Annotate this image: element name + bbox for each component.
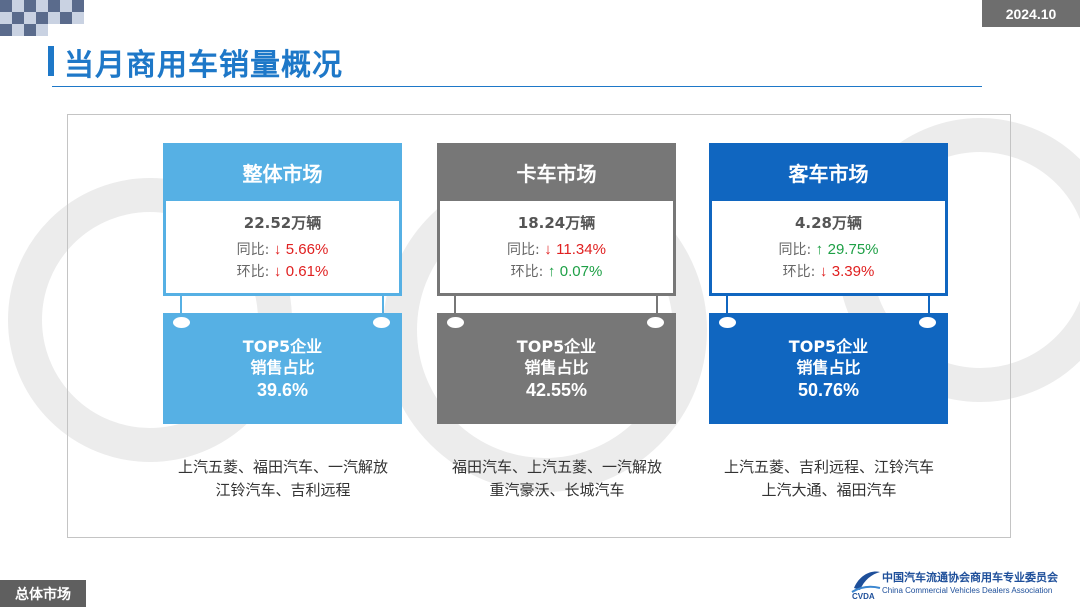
sales-total: 18.24万辆 (517, 213, 596, 232)
panel-truck-market: 卡车市场 18.24万辆 同比: ↓ 11.34% 环比: ↑ 0.07% (437, 143, 676, 296)
yoy-arrow-up-icon: ↑ (815, 240, 824, 258)
top5-label: TOP5企业 (242, 336, 323, 356)
top5-sublabel: 销售占比 (524, 357, 589, 377)
hole-decoration (373, 317, 390, 328)
mom-value: 0.61% (285, 262, 329, 280)
yoy-row: 同比: ↓ 11.34% (507, 239, 606, 261)
company-line: 上汽五菱、吉利远程、江铃汽车 (723, 458, 934, 476)
mom-label: 环比: (782, 263, 816, 280)
company-line: 上汽大通、福田汽车 (761, 481, 897, 499)
hole-decoration (173, 317, 190, 328)
hole-decoration (719, 317, 736, 328)
company-line: 上汽五菱、福田汽车、一汽解放 (177, 458, 388, 476)
company-list-overall: 上汽五菱、福田汽车、一汽解放 江铃汽车、吉利远程 (153, 456, 413, 502)
mom-arrow-down-icon: ↓ (273, 262, 282, 280)
sales-total: 4.28万辆 (794, 213, 862, 232)
top5-share: 39.6% (256, 379, 309, 400)
panel-header: 卡车市场 (437, 143, 676, 201)
org-name-en: China Commercial Vehicles Dealers Associ… (882, 586, 1053, 595)
stat-box: 18.24万辆 同比: ↓ 11.34% 环比: ↑ 0.07% (437, 201, 676, 296)
mom-label: 环比: (236, 263, 270, 280)
title-accent-bar (48, 46, 54, 76)
top5-sublabel: 销售占比 (250, 357, 315, 377)
panel-header: 客车市场 (709, 143, 948, 201)
panel-header: 整体市场 (163, 143, 402, 201)
yoy-row: 同比: ↑ 29.75% (779, 239, 879, 261)
mom-arrow-down-icon: ↓ (819, 262, 828, 280)
top5-label: TOP5企业 (516, 336, 597, 356)
panel-overall-market: 整体市场 22.52万辆 同比: ↓ 5.66% 环比: ↓ 0.61% (163, 143, 402, 296)
connector-line (454, 296, 456, 318)
yoy-value: 11.34% (556, 240, 606, 258)
content-frame (67, 114, 1011, 538)
cvda-swoosh-logo-icon: CVDA (851, 571, 881, 600)
yoy-arrow-down-icon: ↓ (544, 240, 552, 258)
top5-box-overall: TOP5企业 销售占比 39.6% (163, 313, 402, 424)
mom-arrow-up-icon: ↑ (547, 262, 556, 280)
top5-share: 50.76% (797, 379, 860, 400)
mom-row: 环比: ↓ 3.39% (783, 261, 875, 283)
hole-decoration (919, 317, 936, 328)
connector-line (726, 296, 728, 318)
top5-label: TOP5企业 (788, 336, 869, 356)
mom-row: 环比: ↓ 0.61% (237, 261, 329, 283)
hole-decoration (647, 317, 664, 328)
logo-text: CVDA (852, 592, 875, 600)
top5-box-bus: TOP5企业 销售占比 50.76% (709, 313, 948, 424)
yoy-label: 同比: (778, 241, 812, 258)
company-line: 重汽豪沃、长城汽车 (489, 481, 625, 499)
top5-sublabel: 销售占比 (796, 357, 861, 377)
date-badge: 2024.10 (982, 0, 1080, 27)
connector-line (180, 296, 182, 318)
connector-line (928, 296, 930, 318)
org-name-cn: 中国汽车流通协会商用车专业委员会 (882, 571, 1058, 584)
yoy-row: 同比: ↓ 5.66% (237, 239, 329, 261)
yoy-label: 同比: (507, 241, 540, 258)
title-underline (52, 86, 982, 87)
mom-label: 环比: (510, 263, 544, 280)
mom-value: 0.07% (559, 262, 603, 280)
connector-line (382, 296, 384, 318)
page-title: 当月商用车销量概况 (64, 48, 343, 83)
top5-share: 42.55% (525, 379, 588, 400)
stat-box: 4.28万辆 同比: ↑ 29.75% 环比: ↓ 3.39% (709, 201, 948, 296)
section-tag: 总体市场 (0, 580, 86, 607)
company-list-truck: 福田汽车、上汽五菱、一汽解放 重汽豪沃、长城汽车 (427, 456, 687, 502)
panel-bus-market: 客车市场 4.28万辆 同比: ↑ 29.75% 环比: ↓ 3.39% (709, 143, 948, 296)
stat-box: 22.52万辆 同比: ↓ 5.66% 环比: ↓ 0.61% (163, 201, 402, 296)
mom-row: 环比: ↑ 0.07% (511, 261, 603, 283)
hole-decoration (447, 317, 464, 328)
sales-total: 22.52万辆 (243, 213, 322, 232)
yoy-value: 5.66% (285, 240, 329, 258)
checker-pattern-decoration (0, 0, 84, 36)
yoy-label: 同比: (236, 241, 270, 258)
yoy-arrow-down-icon: ↓ (273, 240, 282, 258)
company-line: 江铃汽车、吉利远程 (215, 481, 351, 499)
connector-line (656, 296, 658, 318)
company-list-bus: 上汽五菱、吉利远程、江铃汽车 上汽大通、福田汽车 (699, 456, 959, 502)
mom-value: 3.39% (831, 262, 875, 280)
top5-box-truck: TOP5企业 销售占比 42.55% (437, 313, 676, 424)
company-line: 福田汽车、上汽五菱、一汽解放 (451, 458, 662, 476)
yoy-value: 29.75% (827, 240, 879, 258)
